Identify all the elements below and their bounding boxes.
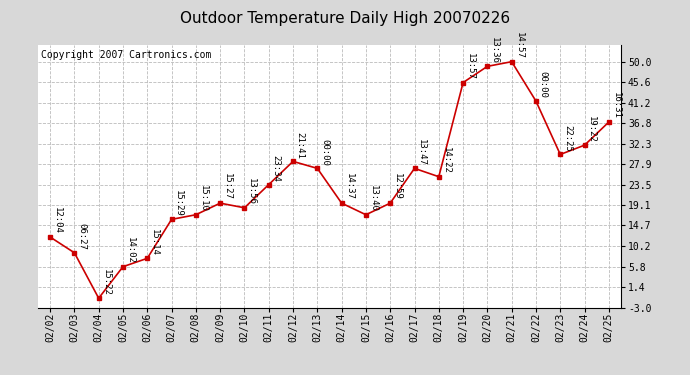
Text: Copyright 2007 Cartronics.com: Copyright 2007 Cartronics.com bbox=[41, 50, 211, 60]
Text: 13:36: 13:36 bbox=[490, 37, 499, 63]
Text: 12:59: 12:59 bbox=[393, 174, 402, 200]
Text: 06:27: 06:27 bbox=[77, 223, 86, 250]
Text: 15:22: 15:22 bbox=[101, 268, 110, 296]
Text: 19:22: 19:22 bbox=[587, 116, 596, 142]
Text: 13:47: 13:47 bbox=[417, 139, 426, 166]
Text: 15:10: 15:10 bbox=[199, 185, 208, 212]
Text: 14:37: 14:37 bbox=[344, 174, 353, 200]
Text: 14:02: 14:02 bbox=[126, 237, 135, 264]
Text: 14:57: 14:57 bbox=[515, 32, 524, 59]
Text: 00:00: 00:00 bbox=[320, 139, 329, 166]
Text: 13:40: 13:40 bbox=[368, 185, 377, 212]
Text: 21:41: 21:41 bbox=[296, 132, 305, 159]
Text: 13:57: 13:57 bbox=[466, 53, 475, 80]
Text: 12:04: 12:04 bbox=[53, 207, 62, 234]
Text: 15:29: 15:29 bbox=[175, 190, 184, 217]
Text: 13:56: 13:56 bbox=[247, 178, 256, 205]
Text: 14:22: 14:22 bbox=[442, 147, 451, 174]
Text: 23:34: 23:34 bbox=[272, 155, 281, 182]
Text: 22:25: 22:25 bbox=[563, 125, 572, 152]
Text: 15:14: 15:14 bbox=[150, 229, 159, 255]
Text: 15:27: 15:27 bbox=[223, 174, 232, 200]
Text: 00:00: 00:00 bbox=[539, 72, 548, 98]
Text: 16:31: 16:31 bbox=[611, 92, 620, 119]
Text: Outdoor Temperature Daily High 20070226: Outdoor Temperature Daily High 20070226 bbox=[180, 11, 510, 26]
